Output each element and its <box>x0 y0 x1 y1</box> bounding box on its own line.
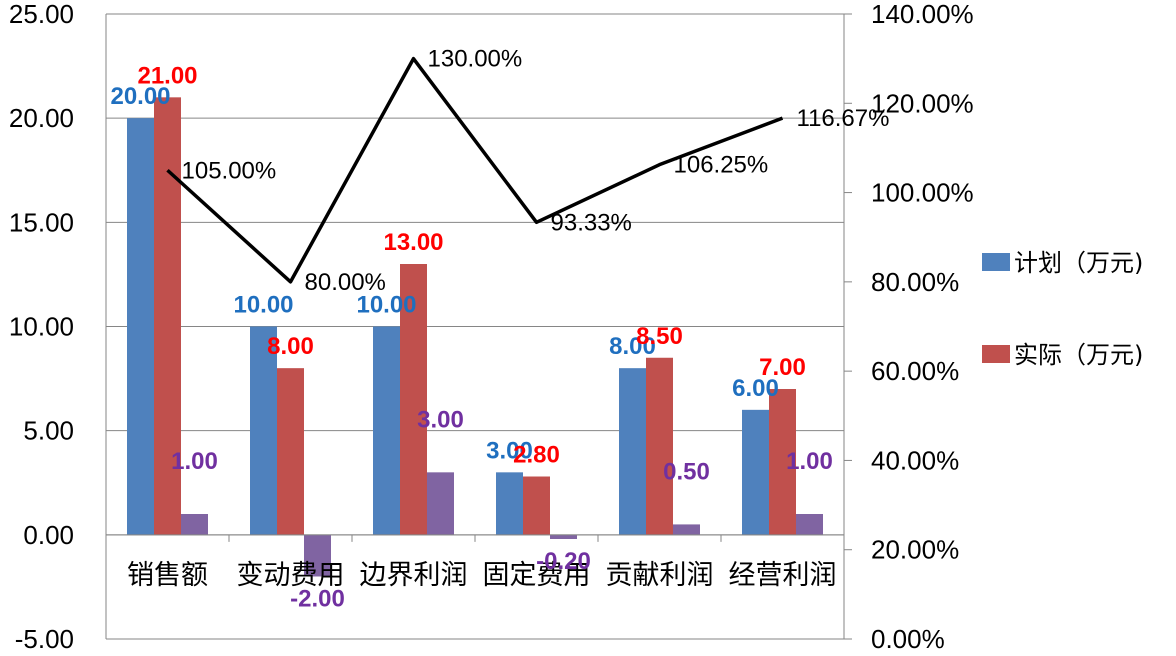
x-tick-label: 边界利润 <box>360 560 468 591</box>
y-right-tick-label: 140.00% <box>871 0 974 29</box>
bar-data-label: 8.50 <box>636 323 683 350</box>
y-right-tick-label: 20.00% <box>871 535 959 565</box>
bar <box>742 409 769 535</box>
bar <box>673 524 700 535</box>
gridlines <box>106 13 844 640</box>
line-data-label: 106.25% <box>674 152 769 179</box>
legend-swatch <box>982 345 1010 363</box>
x-tick-label: 变动费用 <box>237 560 345 591</box>
line-series <box>166 56 784 284</box>
bar <box>181 514 208 535</box>
x-tick-label: 贡献利润 <box>606 560 714 591</box>
bar <box>496 472 523 535</box>
x-tick-label: 经营利润 <box>729 560 837 591</box>
bar <box>796 514 823 535</box>
bar-data-label: 7.00 <box>759 354 806 381</box>
bar <box>127 118 154 535</box>
bar <box>523 476 550 535</box>
bar <box>646 357 673 535</box>
bar <box>304 534 331 577</box>
bar <box>427 472 454 535</box>
bar-data-label: 8.00 <box>609 333 656 360</box>
legend-swatch <box>982 253 1010 271</box>
y-left-tick-label: 10.00 <box>9 312 74 342</box>
y-right-tick-label: 60.00% <box>871 356 959 386</box>
bar-data-label: 10.00 <box>356 292 416 319</box>
y-left-tick-label: 0.00 <box>23 520 74 550</box>
legend: 计划（万元) 实际（万元) <box>982 249 1143 369</box>
bar <box>250 326 277 535</box>
line-data-label: 130.00% <box>428 46 523 73</box>
data-labels: 105.00% 80.00% 130.00% 93.33% 106.25% 116.67%… <box>110 46 889 613</box>
y-left-tick-label: 25.00 <box>9 0 74 29</box>
bar-data-label: 1.00 <box>786 448 833 475</box>
bar-data-label: 8.00 <box>267 333 314 360</box>
bar <box>619 368 646 535</box>
bar <box>400 264 427 535</box>
y-left-tick-label: 15.00 <box>9 207 74 237</box>
bar-data-label: 1.00 <box>171 448 218 475</box>
bar-data-label: -2.00 <box>290 586 345 613</box>
bar-data-label: 21.00 <box>137 62 197 89</box>
bar <box>373 326 400 535</box>
legend-label: 计划（万元) <box>1014 249 1143 277</box>
legend-label: 实际（万元) <box>1014 341 1143 369</box>
x-tick-label: 固定费用 <box>483 560 591 591</box>
series-line <box>166 56 784 284</box>
line-data-label: 105.00% <box>182 157 277 184</box>
bar-data-label: 20.00 <box>110 83 170 110</box>
y-left-tick-label: 20.00 <box>9 103 74 133</box>
line-data-label: 116.67% <box>797 105 890 132</box>
bar-data-label: 10.00 <box>233 292 293 319</box>
line-data-label: 80.00% <box>305 269 386 296</box>
y-right-tick-label: 120.00% <box>871 88 974 118</box>
x-tick-label: 销售额 <box>127 560 208 591</box>
bar-data-label: -0.20 <box>536 548 591 575</box>
bar-data-label: 13.00 <box>383 229 443 256</box>
y-left-tick-label: -5.00 <box>15 624 74 654</box>
bar <box>550 534 577 539</box>
axes: -5.00 0.00 5.00 10.00 15.00 20.00 25.00 0.00% 20… <box>9 0 974 654</box>
bar-data-label: 3.00 <box>417 406 464 433</box>
bar-data-label: 3.00 <box>486 437 533 464</box>
y-right-tick-label: 100.00% <box>871 178 974 208</box>
bar-data-label: 2.80 <box>513 442 560 469</box>
y-right-tick-label: 80.00% <box>871 267 959 297</box>
bar-data-label: 0.50 <box>663 458 710 485</box>
line-data-label: 93.33% <box>551 209 632 236</box>
y-right-tick-label: 0.00% <box>871 624 945 654</box>
bar <box>277 368 304 535</box>
bar-data-label: 6.00 <box>732 375 779 402</box>
y-left-tick-label: 5.00 <box>23 416 74 446</box>
y-right-tick-label: 40.00% <box>871 445 959 475</box>
bar <box>769 389 796 535</box>
